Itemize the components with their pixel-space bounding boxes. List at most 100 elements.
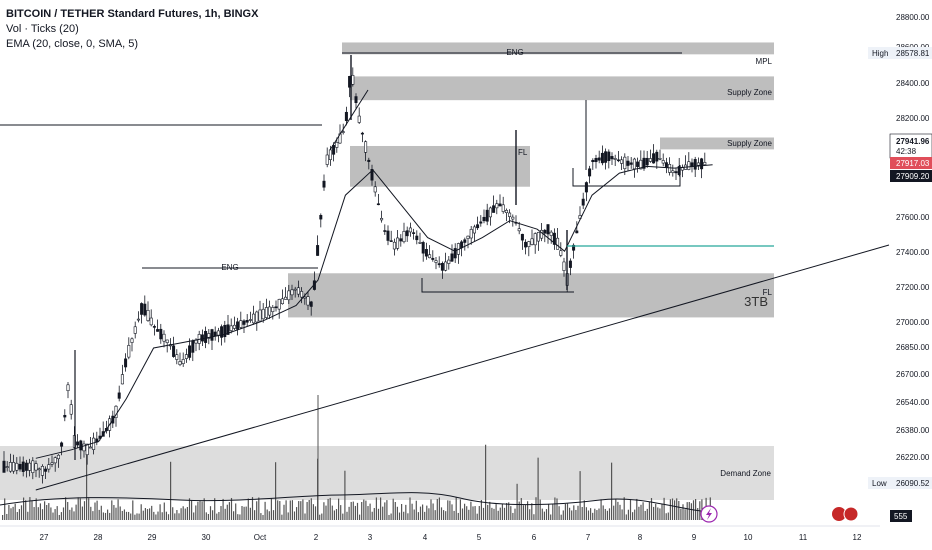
- price-tick-label: 28200.00: [896, 114, 930, 123]
- candle: [207, 333, 211, 339]
- volume-bar: [644, 510, 646, 520]
- volume-bar: [587, 510, 590, 520]
- volume-bar: [550, 514, 552, 520]
- volume-bar: [552, 504, 554, 520]
- volume-bar: [648, 501, 650, 520]
- candle: [661, 160, 665, 164]
- candle: [293, 288, 297, 291]
- volume-bar: [100, 505, 102, 520]
- candle: [133, 326, 137, 334]
- candle: [303, 296, 307, 299]
- candle: [639, 159, 643, 170]
- volume-bar: [459, 499, 461, 520]
- legend-ema[interactable]: EMA (20, close, 0, SMA, 5): [6, 38, 139, 50]
- price-tick-label: 27200.00: [896, 283, 930, 292]
- volume-bar: [113, 505, 115, 520]
- candle: [261, 308, 265, 320]
- volume-bar: [335, 509, 338, 520]
- time-tick-label: 29: [148, 533, 157, 542]
- volume-bar: [151, 505, 153, 520]
- low-badge: [868, 477, 932, 489]
- legend-title[interactable]: BITCOIN / TETHER Standard Futures, 1h, B…: [6, 8, 259, 20]
- volume-bar: [640, 504, 642, 520]
- candle: [530, 238, 534, 245]
- candle: [584, 182, 588, 193]
- candle: [351, 75, 355, 85]
- volume-bar: [501, 503, 503, 520]
- volume-bar: [296, 507, 298, 520]
- volume-bar: [77, 497, 79, 520]
- volume-bar: [20, 505, 23, 520]
- bid-badge: [890, 157, 932, 169]
- candle: [242, 320, 246, 325]
- volume-bar: [340, 505, 342, 520]
- candle: [652, 153, 656, 164]
- time-tick-label: 5: [477, 533, 482, 542]
- candle: [354, 96, 358, 104]
- candle: [194, 339, 198, 344]
- volume-bar: [422, 504, 424, 520]
- volume-bar: [60, 512, 62, 520]
- candle: [274, 306, 278, 309]
- volume-bar: [287, 512, 289, 520]
- candle: [645, 157, 649, 166]
- chart-legend: BITCOIN / TETHER Standard Futures, 1h, B…: [6, 7, 258, 52]
- candle: [658, 158, 662, 160]
- us-flag-icon[interactable]: [843, 506, 859, 522]
- candle: [117, 392, 121, 399]
- volume-bar: [684, 509, 686, 520]
- volume-bar: [428, 508, 430, 520]
- volume-bar: [333, 510, 335, 520]
- candle: [220, 326, 224, 338]
- candle: [53, 457, 57, 464]
- volume-bar: [436, 499, 438, 520]
- volume-bar: [520, 498, 522, 520]
- volume-bar: [585, 507, 587, 520]
- candle: [5, 466, 9, 468]
- volume-bar: [604, 508, 606, 520]
- price-tick-label: 26700.00: [896, 370, 930, 379]
- candle: [648, 158, 652, 162]
- volume-bar: [58, 514, 60, 520]
- candle: [607, 151, 611, 162]
- time-tick-label: 4: [423, 533, 428, 542]
- volume-bar: [256, 501, 258, 520]
- volume-bar: [92, 511, 94, 520]
- volume-bar: [218, 512, 220, 520]
- volume-bar: [67, 501, 69, 520]
- volume-bar: [346, 511, 348, 520]
- candle: [18, 464, 22, 470]
- volume-bar: [140, 504, 142, 520]
- candle: [392, 241, 396, 250]
- volume-bar: [474, 506, 476, 520]
- candle: [159, 328, 163, 340]
- volume-bar: [527, 501, 529, 520]
- candle: [594, 158, 598, 163]
- volume-bar: [220, 506, 222, 520]
- volume-bar: [107, 509, 109, 520]
- volume-bar: [468, 509, 470, 520]
- candle: [700, 158, 704, 170]
- candle: [277, 299, 281, 310]
- candle: [37, 468, 41, 471]
- volume-bar: [424, 511, 426, 520]
- lightning-glyph-icon: [706, 508, 712, 520]
- candle: [63, 414, 67, 418]
- legend-volume[interactable]: Vol · Ticks (20): [6, 23, 79, 35]
- volume-bar: [669, 499, 671, 520]
- candle: [520, 233, 524, 241]
- candle: [31, 460, 35, 473]
- volume-bar: [401, 504, 403, 520]
- volume-bar: [338, 498, 340, 520]
- volume-bar: [566, 503, 569, 520]
- candle: [124, 358, 128, 368]
- us-flag-icon[interactable]: [832, 507, 846, 521]
- candle: [556, 237, 560, 250]
- label-supply-zone-upper: Supply Zone: [727, 88, 772, 97]
- volume-bar: [615, 498, 617, 520]
- candle: [162, 333, 166, 342]
- time-tick-label: 30: [202, 533, 211, 542]
- bid-value: 27917.03: [896, 159, 930, 168]
- candle: [501, 204, 505, 212]
